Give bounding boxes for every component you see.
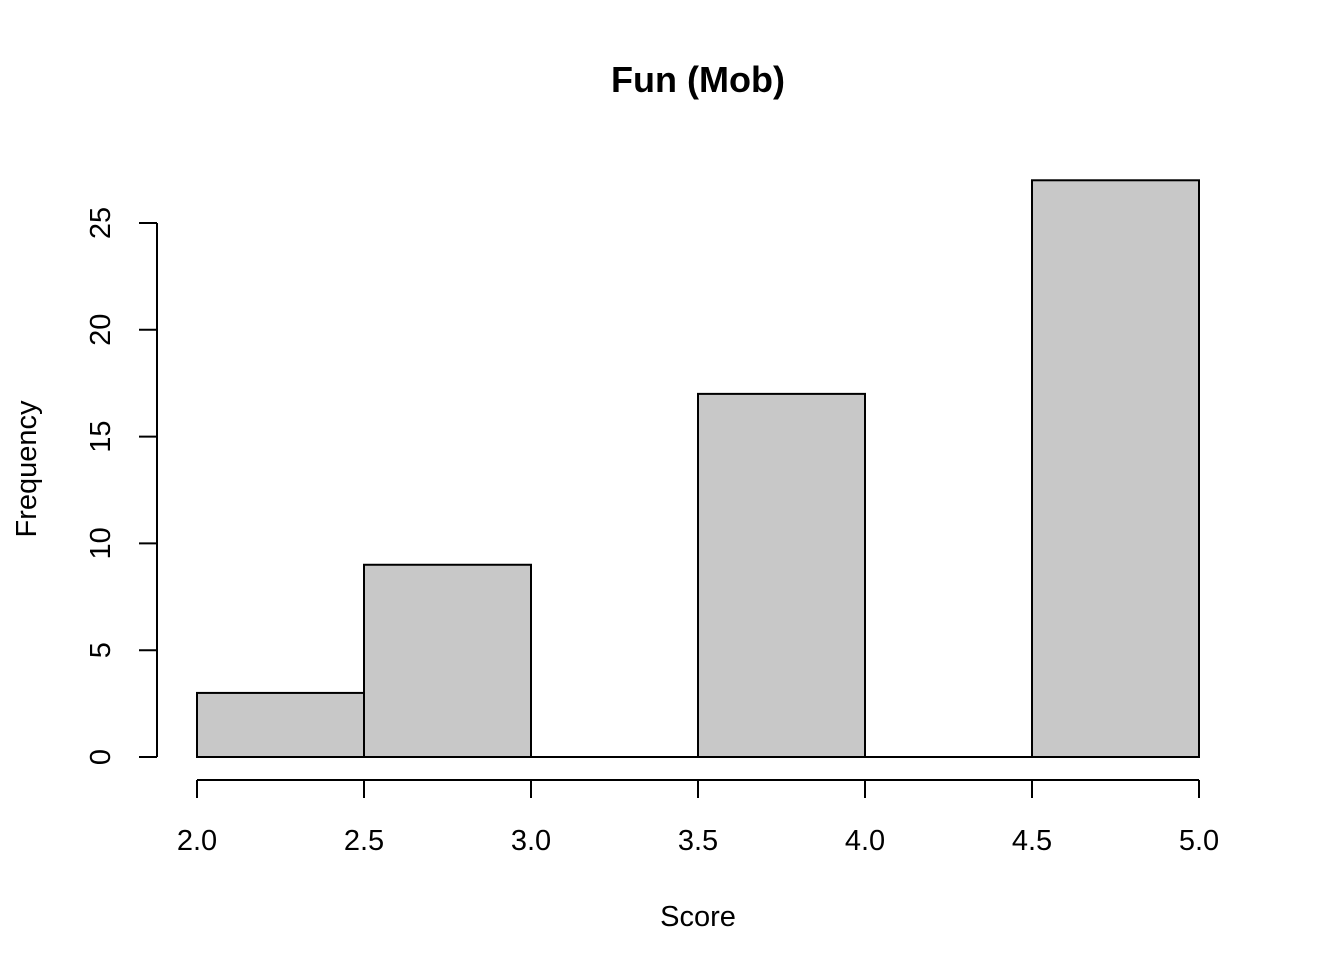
histogram-bar [363, 563, 532, 759]
histogram-bar [196, 691, 365, 758]
x-tick-label: 4.5 [1012, 825, 1052, 857]
x-tick-label: 4.0 [845, 825, 885, 857]
x-tick-label: 5.0 [1179, 825, 1219, 857]
bars-group [196, 179, 1200, 759]
x-tick-label: 3.0 [511, 825, 551, 857]
x-tick-label: 2.5 [344, 825, 384, 857]
y-tick-label: 25 [85, 207, 117, 239]
y-tick-label: 20 [85, 314, 117, 346]
x-tick-label: 3.5 [678, 825, 718, 857]
y-tick-label: 15 [85, 420, 117, 452]
x-axis: 2.0 2.5 3.0 3.5 4.0 4.5 5.0 [177, 779, 1219, 857]
y-axis: 0 5 10 15 20 25 [85, 207, 158, 765]
histogram-bar [697, 392, 866, 758]
y-tick-label: 0 [85, 749, 117, 765]
y-tick-label: 10 [85, 527, 117, 559]
x-axis-label: Score [660, 901, 736, 933]
chart-title: Fun (Mob) [611, 59, 785, 100]
x-tick-label: 2.0 [177, 825, 217, 857]
y-tick-label: 5 [85, 642, 117, 658]
histogram-bar [1031, 179, 1200, 758]
y-axis-label: Frequency [11, 400, 43, 538]
